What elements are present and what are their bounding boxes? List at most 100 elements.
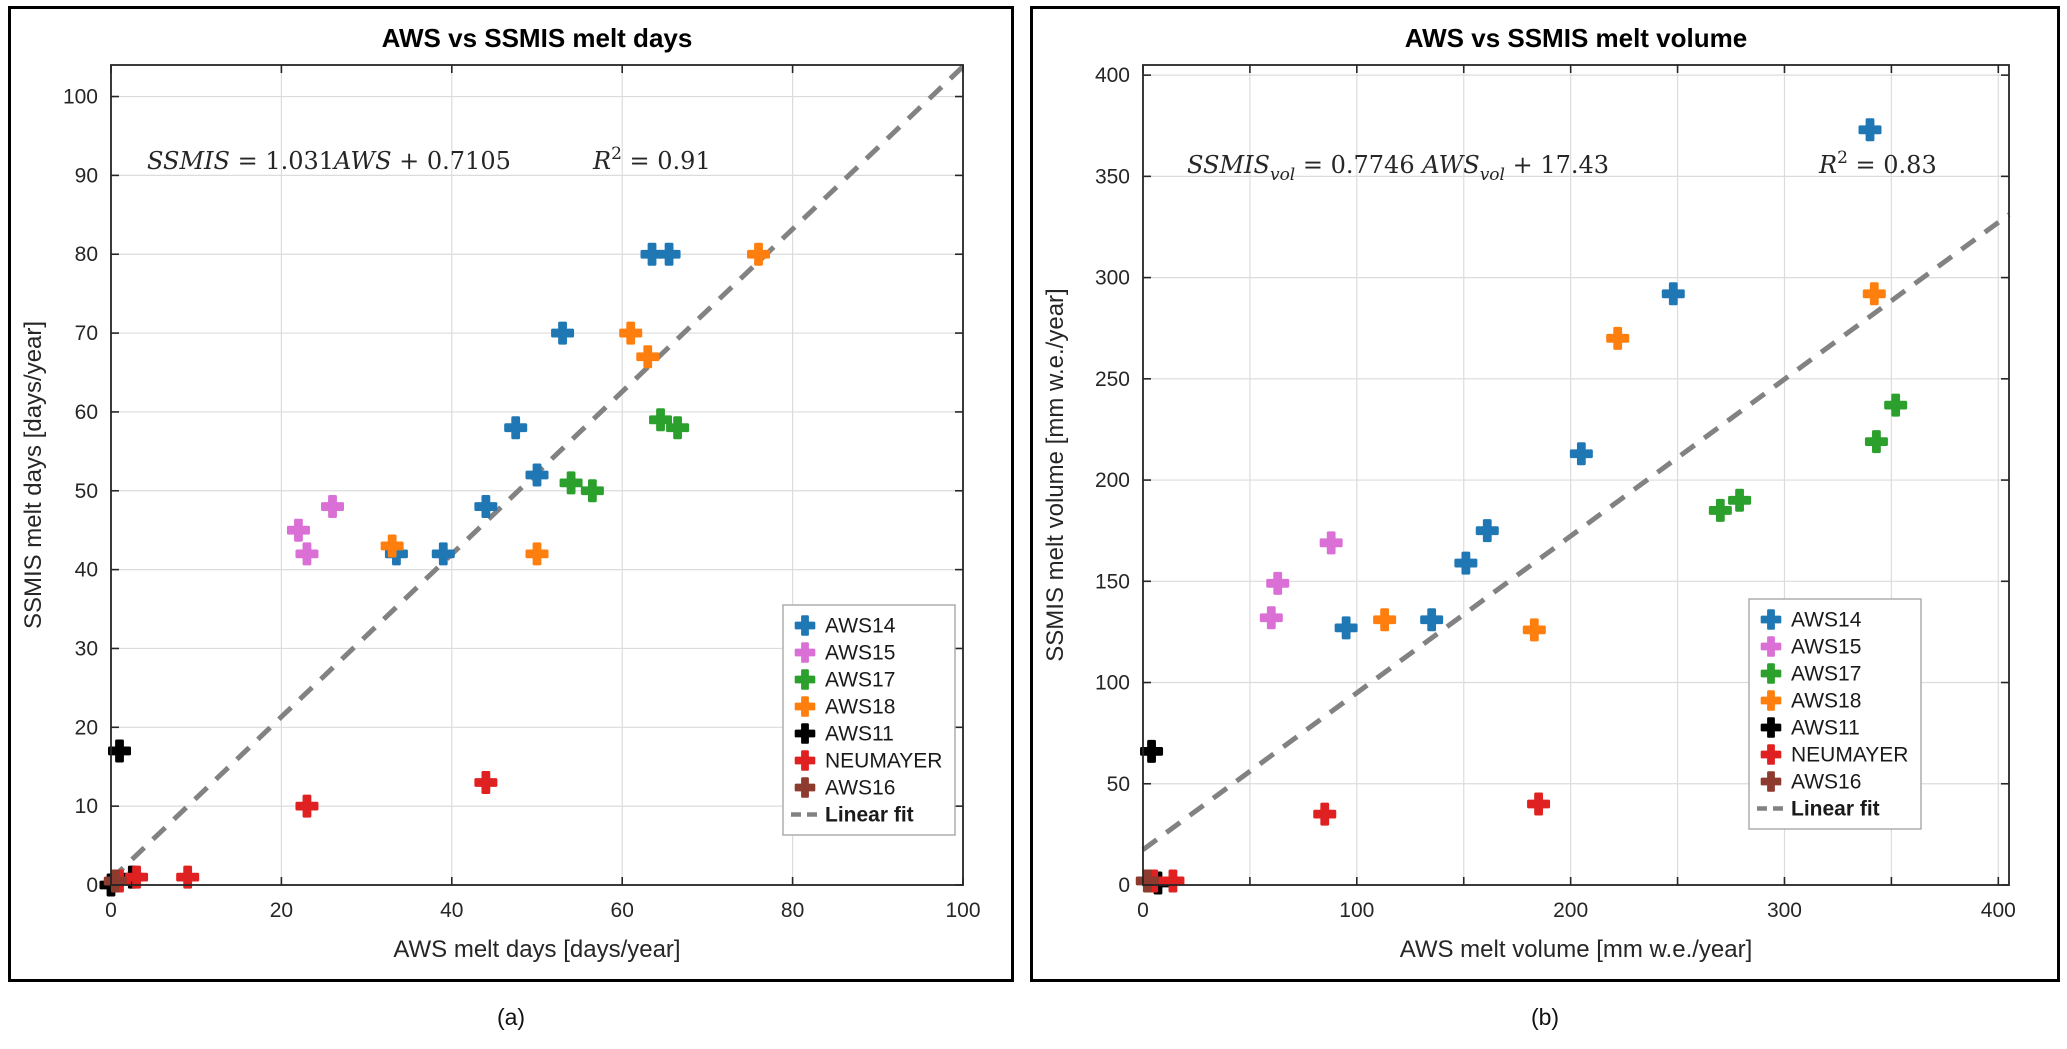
point-AWS14: [431, 542, 455, 566]
legend-marker-AWS15: [1760, 636, 1782, 657]
r-squared: R2 = 0.91: [592, 144, 711, 175]
fit-equation: SSMIS = 1.031AWS + 0.7105: [147, 147, 511, 175]
tick-marks: [1142, 65, 2009, 886]
y-tick-label: 100: [1095, 672, 1130, 695]
legend-marker-AWS18: [1760, 690, 1782, 711]
r-squared: R2 = 0.83: [1818, 148, 1937, 179]
legend-label: AWS17: [825, 669, 895, 692]
legend-marker-NEUMAYER: [794, 750, 816, 771]
legend-marker-AWS14: [1760, 609, 1782, 630]
y-tick-label: 90: [75, 164, 98, 187]
point-AWS14: [1661, 282, 1685, 306]
x-tick-label: 100: [1339, 899, 1374, 922]
x-tick-label: 60: [611, 899, 634, 922]
series-AWS17: [1708, 393, 1908, 522]
y-tick-label: 40: [75, 559, 98, 582]
y-tick-label: 150: [1095, 570, 1130, 593]
legend-box: [1748, 598, 1922, 830]
point-AWS18: [747, 242, 771, 266]
series-AWS14: [1334, 118, 1882, 640]
legend-label: AWS16: [825, 777, 895, 800]
x-tick-label: 100: [945, 899, 980, 922]
legend-label: AWS18: [825, 696, 895, 719]
legend-marker-AWS17: [794, 669, 816, 690]
point-AWS18: [619, 321, 643, 345]
point-NEUMAYER: [125, 865, 149, 889]
point-AWS16: [1135, 869, 1159, 893]
point-AWS14: [1334, 616, 1358, 640]
point-AWS14: [1454, 551, 1478, 575]
legend-marker-AWS14: [794, 615, 816, 636]
legend-label: AWS14: [825, 615, 896, 638]
point-AWS15: [286, 518, 310, 542]
point-AWS16: [103, 869, 127, 893]
point-AWS17: [1708, 498, 1732, 522]
point-NEUMAYER: [1527, 792, 1551, 816]
y-tick-labels: 0 10 20 30 40 50 60 70 80 90 100: [63, 86, 98, 897]
melt-days-chart: 0 20 40 60 80 100 0 10 20 30 40 50 60 70 80 90 100 AWS vs…: [20, 23, 981, 963]
legend-label: Linear fit: [1791, 798, 1880, 821]
point-AWS17: [666, 416, 690, 440]
x-tick-labels: 0 100 200 300 400: [1137, 899, 2016, 922]
series-AWS18: [1373, 282, 1886, 642]
y-tick-label: 100: [63, 86, 98, 109]
legend-marker-AWS16: [1760, 771, 1782, 792]
melt-days-panel: 0 20 40 60 80 100 0 10 20 30 40 50 60 70 80 90 100 AWS vs…: [8, 6, 1014, 982]
point-AWS14: [504, 416, 528, 440]
point-AWS18: [525, 542, 549, 566]
legend-entry-linear-fit: Linear fit: [1757, 798, 1880, 821]
x-axis-label: AWS melt volume [mm w.e./year]: [1400, 936, 1753, 963]
point-AWS15: [321, 495, 345, 519]
y-tick-label: 200: [1095, 469, 1130, 492]
x-tick-label: 0: [1137, 899, 1149, 922]
series-NEUMAYER: [1142, 792, 1551, 893]
series-AWS16: [1135, 869, 1159, 893]
x-tick-label: 0: [105, 899, 117, 922]
caption-b-label: (b): [1530, 1004, 1560, 1030]
x-axis-label: AWS melt days [days/year]: [393, 936, 680, 963]
legend-entry-linear-fit: Linear fit: [791, 804, 914, 827]
legend-entry-AWS17: AWS17: [794, 669, 895, 692]
linear-fit-line: [1141, 212, 2011, 852]
legend-entry-AWS16: AWS16: [1760, 771, 1861, 794]
fit-equation: SSMISvol = 0.7746 AWSvol + 17.43: [1187, 151, 1609, 185]
x-tick-label: 300: [1767, 899, 1802, 922]
x-tick-label: 80: [781, 899, 804, 922]
legend-marker-AWS17: [1760, 663, 1782, 684]
legend-entry-AWS16: AWS16: [794, 777, 895, 800]
y-tick-label: 30: [75, 637, 98, 660]
series-AWS17: [559, 408, 690, 503]
legend-entry-AWS11: AWS11: [1760, 717, 1860, 740]
point-NEUMAYER: [176, 865, 200, 889]
point-AWS18: [1606, 326, 1630, 350]
point-AWS17: [559, 471, 583, 495]
series-AWS15: [1259, 531, 1343, 630]
legend-label: AWS18: [1791, 690, 1861, 713]
tick-marks: [110, 65, 964, 886]
point-AWS11: [108, 739, 132, 763]
legend: AWS14 AWS15 AWS17 AWS18 AWS11 NEUMAYER AWS16 Li…: [782, 604, 956, 836]
point-AWS15: [1259, 606, 1283, 630]
legend: AWS14 AWS15 AWS17 AWS18 AWS11 NEUMAYER AWS16 Li…: [1748, 598, 1922, 830]
chart-title: AWS vs SSMIS melt days: [382, 23, 693, 53]
point-AWS11: [1140, 739, 1164, 763]
legend-label: AWS17: [1791, 663, 1861, 686]
point-AWS14: [1858, 118, 1882, 142]
y-tick-label: 0: [1118, 874, 1130, 897]
y-tick-labels: 0 50 100 150 200 250 300 350 400: [1095, 64, 1130, 897]
legend-label: AWS14: [1791, 609, 1862, 632]
legend-entry-NEUMAYER: NEUMAYER: [794, 750, 942, 773]
point-NEUMAYER: [1313, 802, 1337, 826]
legend-marker-AWS11: [1760, 717, 1782, 738]
point-AWS18: [1862, 282, 1886, 306]
point-AWS18: [636, 345, 660, 369]
y-tick-label: 50: [1107, 773, 1130, 796]
y-tick-label: 350: [1095, 165, 1130, 188]
point-AWS14: [474, 495, 498, 519]
y-axis-label: SSMIS melt days [days/year]: [20, 321, 47, 629]
point-AWS15: [1266, 571, 1290, 595]
legend-entry-AWS18: AWS18: [794, 696, 895, 719]
series-AWS15: [286, 495, 345, 566]
legend-entry-AWS18: AWS18: [1760, 690, 1861, 713]
